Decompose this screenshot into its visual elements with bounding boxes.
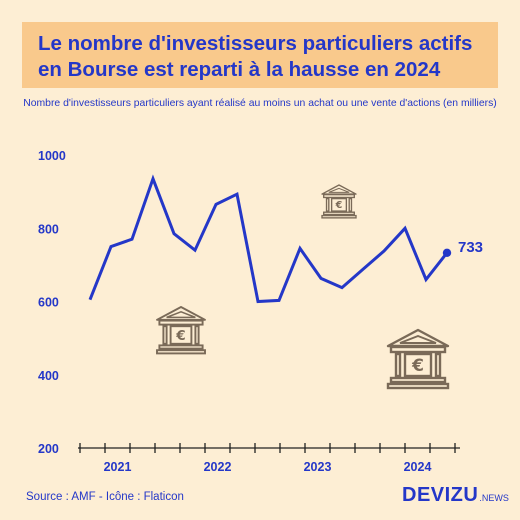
data-point (442, 248, 452, 257)
data-label: 733 (458, 239, 483, 256)
x-tick-label: 2023 (304, 460, 332, 474)
brand-logo: DEVIZU.NEWS (402, 484, 509, 507)
brand-name: DEVIZU (402, 484, 479, 506)
y-tick-label: 600 (38, 296, 59, 310)
brand-suffix: .NEWS (479, 493, 509, 503)
svg-text:€: € (411, 356, 424, 376)
source-credit: Source : AMF - Icône : Flaticon (26, 491, 184, 503)
svg-text:€: € (175, 328, 185, 344)
title-banner: Le nombre d'investisseurs particuliers a… (22, 22, 498, 88)
y-tick-label: 400 (38, 369, 59, 383)
bank-euro-icon: € (321, 184, 357, 219)
data-line (88, 174, 449, 304)
chart-title-line-1: Le nombre d'investisseurs particuliers a… (38, 32, 473, 55)
svg-text:€: € (335, 200, 343, 211)
x-tick-label: 2022 (204, 460, 232, 474)
chart-subtitle: Nombre d'investisseurs particuliers ayan… (23, 98, 497, 109)
bank-euro-icon: € (386, 328, 450, 390)
y-tick-label: 800 (38, 222, 59, 236)
y-tick-label: 1000 (38, 149, 66, 163)
chart-title-line-2: en Bourse est reparti à la hausse en 202… (38, 58, 441, 81)
x-tick-label: 2021 (104, 460, 132, 474)
bank-euro-icon: € (156, 306, 206, 355)
y-tick-label: 200 (38, 442, 59, 456)
x-tick-label: 2024 (404, 460, 432, 474)
